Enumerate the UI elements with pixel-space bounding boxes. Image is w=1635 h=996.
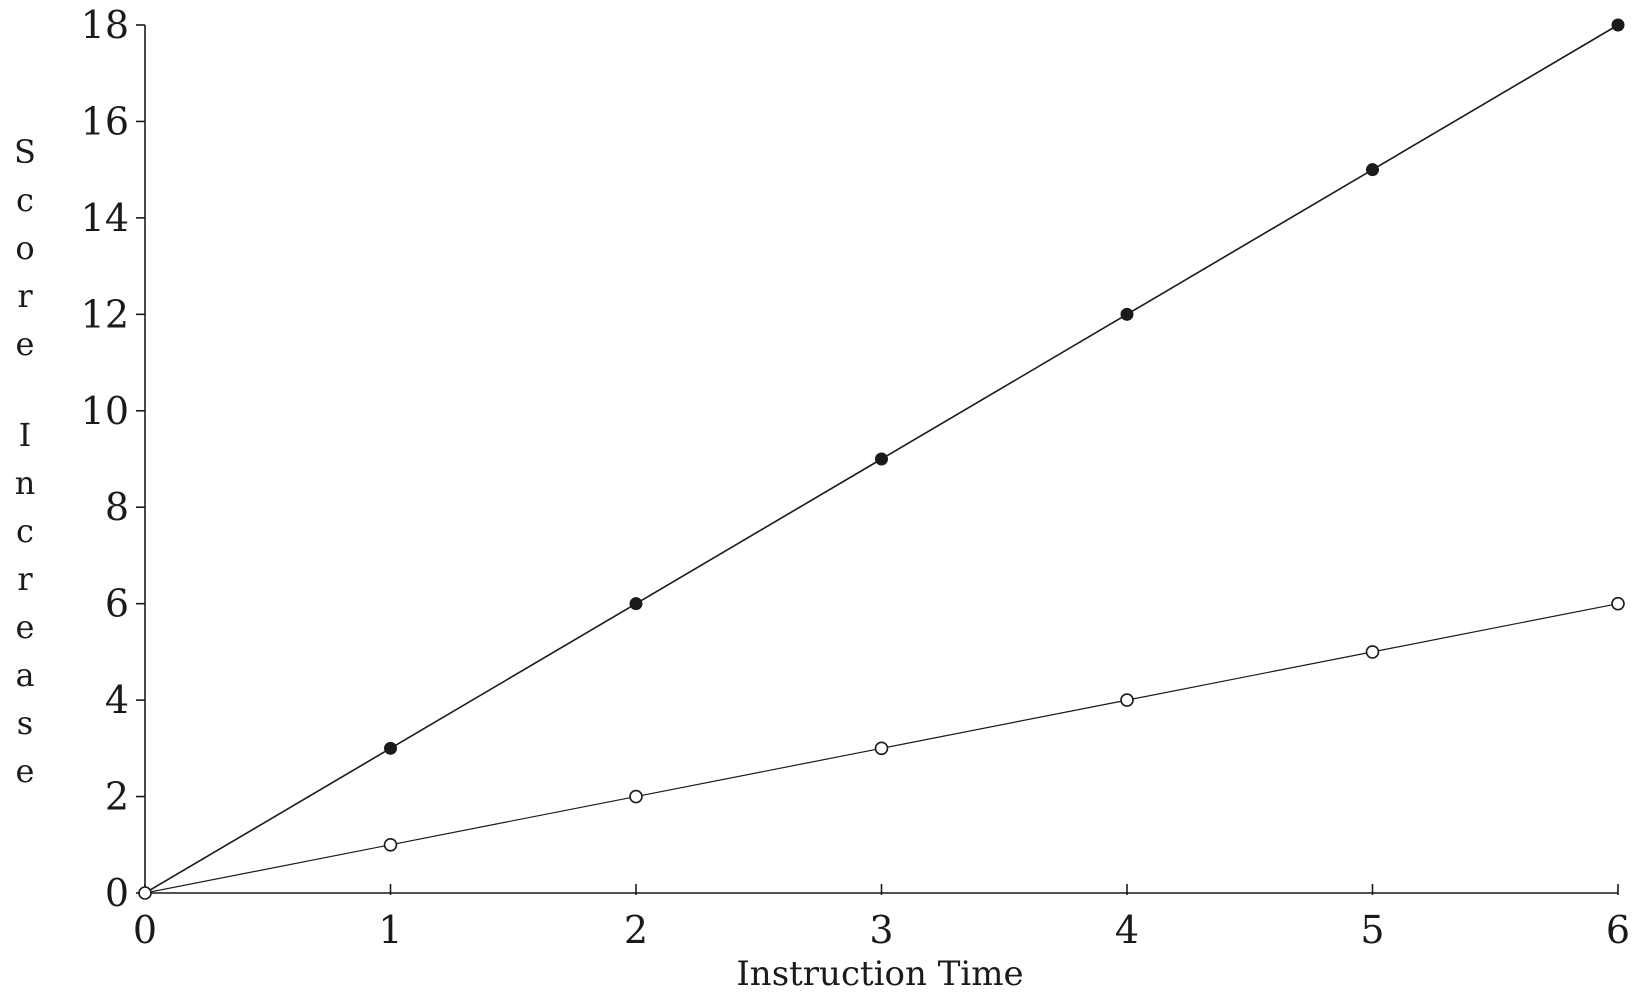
y-tick-label: 16 xyxy=(81,99,129,143)
y-tick-label: 10 xyxy=(81,389,129,433)
x-tick-label: 4 xyxy=(1115,908,1139,952)
series-layer xyxy=(138,18,1625,900)
open-point xyxy=(629,789,643,804)
x-tick-label: 2 xyxy=(624,908,648,952)
y-tick-label: 4 xyxy=(105,678,129,722)
y-axis-title-letter: e xyxy=(16,752,35,790)
x-axis-title: Instruction Time xyxy=(736,954,1023,994)
y-tick-label: 18 xyxy=(81,3,129,47)
open-point xyxy=(1611,596,1625,611)
y-axis-title-letter: a xyxy=(15,656,34,694)
x-tick-label: 3 xyxy=(869,908,893,952)
y-tick-label: 14 xyxy=(81,196,129,240)
y-tick-label: 0 xyxy=(105,871,129,915)
series-2 xyxy=(138,596,1625,900)
open-point xyxy=(874,741,889,756)
open-point xyxy=(1365,645,1380,659)
y-axis-title-letter: s xyxy=(17,704,33,742)
y-axis-title-letter: I xyxy=(19,416,32,454)
open-point xyxy=(138,886,152,900)
filled-point xyxy=(1366,163,1379,177)
y-axis-title-letter: e xyxy=(16,608,35,646)
y-axis-title-letter: o xyxy=(15,229,34,267)
filled-point xyxy=(1611,18,1625,32)
y-axis-title-letter: c xyxy=(16,512,34,550)
y-axis-title-letter: S xyxy=(14,133,36,171)
y-axis-title-letter: r xyxy=(17,277,33,315)
y-axis-title-letter: n xyxy=(15,464,36,502)
filled-point xyxy=(875,452,888,466)
x-tick-label: 1 xyxy=(378,908,402,952)
open-point xyxy=(383,837,398,852)
y-tick-label: 8 xyxy=(105,485,129,529)
y-axis-title-letter: c xyxy=(16,181,34,219)
y-tick-label: 12 xyxy=(81,292,129,336)
x-tick-label: 5 xyxy=(1360,908,1384,952)
x-tick-label: 6 xyxy=(1606,908,1630,952)
filled-point xyxy=(1120,307,1134,321)
y-tick-label: 6 xyxy=(105,582,129,626)
y-axis-title-letter: e xyxy=(16,325,35,363)
filled-point xyxy=(629,597,643,611)
x-tick-label: 0 xyxy=(133,908,157,952)
open-point xyxy=(1120,693,1134,707)
y-axis-title-letter: r xyxy=(17,560,33,598)
y-tick-label: 2 xyxy=(105,775,129,819)
series-1 xyxy=(138,18,1625,900)
filled-point xyxy=(384,741,397,755)
